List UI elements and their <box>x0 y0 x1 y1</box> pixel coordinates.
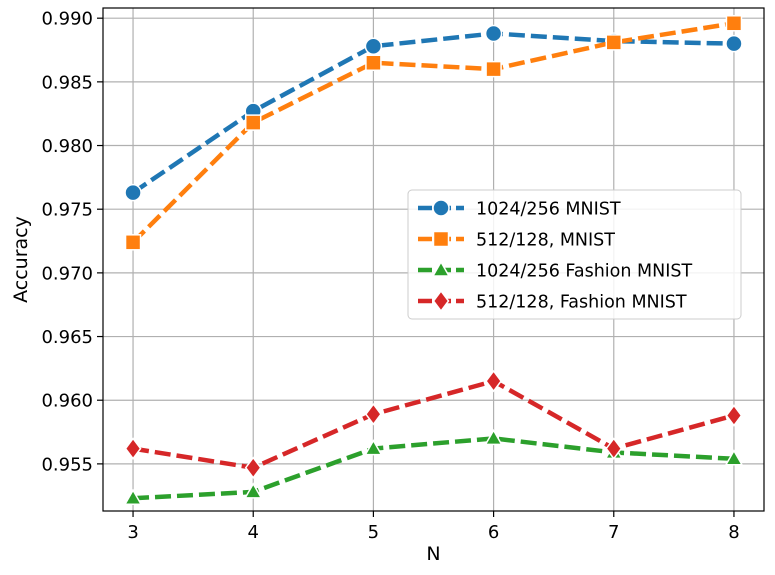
series-circle <box>124 24 743 202</box>
legend-item: 512/128, MNIST <box>418 231 615 251</box>
series-group <box>123 15 744 506</box>
x-tick-label: 8 <box>728 522 739 543</box>
data-point-square <box>124 234 142 251</box>
legend-item: 1024/256 MNIST <box>418 199 621 220</box>
data-point-square <box>605 34 623 51</box>
x-tick-label: 5 <box>368 522 379 543</box>
y-tick-label: 0.965 <box>41 327 93 348</box>
legend-marker-diamond <box>432 289 450 313</box>
data-point-diamond <box>244 456 262 479</box>
series-triangle <box>123 428 744 506</box>
legend-marker-triangle <box>431 260 451 277</box>
data-point-circle <box>725 34 743 53</box>
data-point-circle <box>124 183 142 202</box>
legend: 1024/256 MNIST 512/128, MNIST 1024/256 Fas… <box>407 189 742 320</box>
legend-label: 512/128, Fashion MNIST <box>476 293 687 313</box>
data-point-square <box>365 54 382 72</box>
x-tick-label: 7 <box>608 522 619 543</box>
y-tick-label: 0.985 <box>41 72 93 93</box>
series-line <box>132 436 735 501</box>
data-point-square <box>244 114 262 131</box>
y-tick-label: 0.990 <box>41 9 93 30</box>
axis-ticks: 3 4 5 6 7 8 0.955 0.960 0.965 0.970 0.975 0.980 0.98… <box>41 9 739 543</box>
y-tick-label: 0.970 <box>41 263 93 284</box>
x-tick-label: 4 <box>248 522 259 543</box>
legend-item: 512/128, Fashion MNIST <box>418 289 687 313</box>
y-tick-label: 0.975 <box>41 200 93 221</box>
series-line <box>132 378 735 470</box>
x-tick-label: 3 <box>127 522 138 543</box>
data-point-circle <box>484 24 503 43</box>
y-tick-label: 0.960 <box>41 391 93 412</box>
data-point-circle <box>364 37 383 55</box>
data-point-diamond <box>124 437 142 460</box>
data-point-triangle <box>243 482 263 499</box>
data-point-diamond <box>725 404 743 427</box>
y-tick-label: 0.980 <box>41 136 93 157</box>
legend-label: 512/128, MNIST <box>476 231 615 251</box>
data-point-triangle <box>364 439 383 456</box>
data-point-triangle <box>123 488 143 506</box>
y-tick-label: 0.955 <box>41 454 93 475</box>
plot-frame <box>102 7 765 512</box>
x-tick-label: 6 <box>488 522 499 543</box>
legend-label: 1024/256 Fashion MNIST <box>476 262 692 282</box>
data-point-square <box>485 60 502 78</box>
legend-label: 1024/256 MNIST <box>476 200 621 220</box>
data-point-diamond <box>485 369 503 393</box>
series-diamond <box>124 369 743 479</box>
data-point-triangle <box>724 449 744 466</box>
series-line <box>131 31 735 195</box>
legend-marker-circle <box>432 199 450 217</box>
data-point-triangle <box>484 428 503 446</box>
legend-box <box>407 189 742 320</box>
series-line <box>131 21 735 244</box>
legend-item: 1024/256 Fashion MNIST <box>418 260 692 282</box>
series-square <box>124 15 743 251</box>
data-point-diamond <box>605 437 623 460</box>
data-point-square <box>725 15 743 32</box>
y-axis-label: Accuracy <box>10 216 32 303</box>
x-axis-label: N <box>426 543 440 565</box>
data-point-diamond <box>364 402 382 426</box>
legend-marker-square <box>432 230 450 248</box>
